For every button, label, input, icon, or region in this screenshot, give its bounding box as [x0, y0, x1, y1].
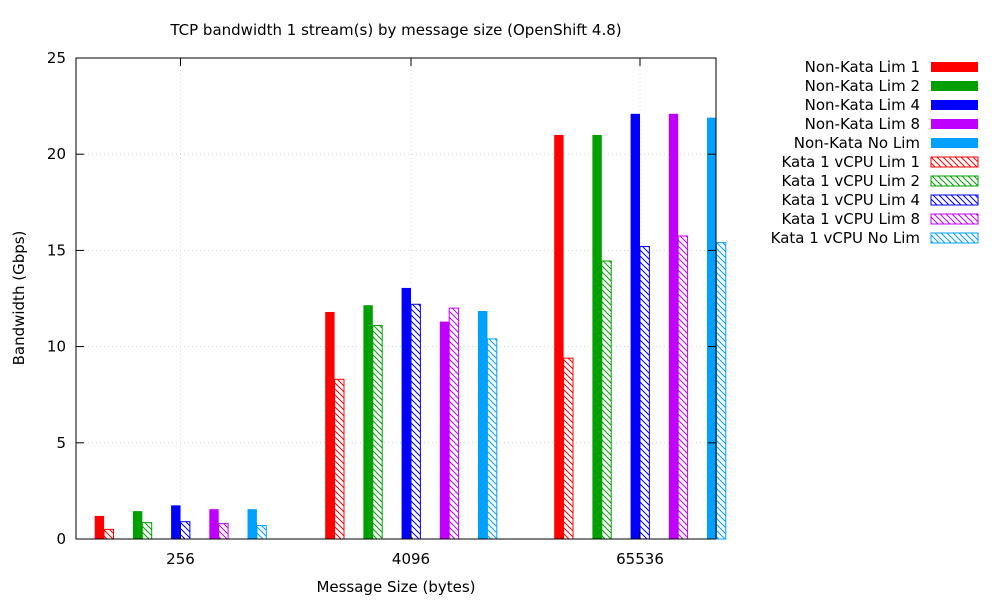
bar-4096-non-kata-lim-1 [325, 311, 335, 539]
y-axis: 0 5 10 15 20 25 [47, 49, 716, 548]
bar-65536-non-kata-lim-4 [630, 113, 640, 540]
y-tick-label: 0 [56, 530, 66, 548]
y-tick-label: 10 [47, 338, 66, 356]
legend-swatch [931, 100, 978, 110]
bar-4096-kata-1-vcpu-lim-1 [334, 378, 345, 540]
chart-title: TCP bandwidth 1 stream(s) by message siz… [169, 21, 621, 39]
x-tick-label: 65536 [616, 550, 664, 568]
x-tick-label: 256 [166, 550, 195, 568]
legend-swatch [930, 175, 979, 187]
legend-label: Kata 1 vCPU Lim 1 [781, 153, 920, 171]
bar-256-kata-1-vcpu-lim-2 [141, 522, 153, 540]
bar-256-non-kata-lim-8 [209, 509, 219, 539]
x-axis: 256 4096 65536 [166, 58, 664, 568]
legend-swatch [931, 62, 978, 72]
bar-65536-non-kata-lim-2 [592, 134, 602, 539]
bars [94, 113, 727, 540]
bar-65536-kata-1-vcpu-no-lim [715, 242, 727, 540]
legend-label: Non-Kata Lim 2 [805, 77, 920, 95]
legend-swatch [931, 119, 978, 129]
bar-256-non-kata-lim-2 [132, 511, 143, 539]
bar-4096-kata-1-vcpu-lim-4 [410, 303, 421, 540]
bar-256-non-kata-lim-1 [94, 515, 105, 539]
bar-4096-kata-1-vcpu-lim-2 [372, 324, 383, 540]
bar-4096-kata-1-vcpu-no-lim [486, 338, 498, 540]
bar-4096-non-kata-lim-2 [363, 305, 373, 539]
bar-65536-kata-1-vcpu-lim-8 [677, 235, 689, 540]
legend-label: Non-Kata Lim 1 [805, 58, 920, 76]
bar-256-kata-1-vcpu-lim-4 [180, 521, 191, 540]
bar-65536-non-kata-lim-1 [554, 134, 564, 539]
y-tick-label: 5 [56, 434, 66, 452]
bar-4096-non-kata-lim-4 [401, 287, 411, 539]
y-tick-label: 20 [47, 145, 66, 163]
legend-swatch [930, 194, 979, 206]
y-tick-label: 15 [47, 241, 66, 259]
legend-swatch [931, 81, 978, 91]
bar-4096-non-kata-lim-8 [439, 321, 450, 539]
y-axis-label: Bandwidth (Gbps) [10, 231, 28, 366]
bar-65536-kata-1-vcpu-lim-4 [639, 246, 650, 540]
x-axis-label: Message Size (bytes) [316, 578, 475, 596]
x-tick-label: 4096 [392, 550, 430, 568]
legend-label: Kata 1 vCPU Lim 8 [781, 210, 920, 228]
legend-swatch [930, 232, 979, 244]
legend-swatch [931, 138, 978, 148]
y-tick-label: 25 [47, 49, 66, 67]
bar-65536-non-kata-lim-8 [668, 113, 679, 540]
legend-label: Kata 1 vCPU No Lim [771, 229, 920, 247]
bar-4096-kata-1-vcpu-lim-8 [448, 307, 460, 540]
legend-swatch [930, 156, 979, 168]
bar-256-kata-1-vcpu-no-lim [256, 525, 267, 540]
bar-256-kata-1-vcpu-lim-1 [103, 528, 114, 540]
bar-4096-non-kata-no-lim [478, 311, 488, 539]
legend-label: Non-Kata Lim 4 [805, 96, 920, 114]
bar-256-kata-1-vcpu-lim-8 [218, 523, 229, 540]
bar-256-non-kata-lim-4 [171, 505, 181, 539]
legend-label: Kata 1 vCPU Lim 2 [781, 172, 920, 190]
bar-65536-kata-1-vcpu-lim-1 [563, 357, 574, 540]
legend-label: Non-Kata Lim 8 [805, 115, 920, 133]
legend-label: Kata 1 vCPU Lim 4 [781, 191, 920, 209]
bar-65536-non-kata-no-lim [707, 117, 717, 539]
grid-lines [76, 58, 716, 539]
legend-label: Non-Kata No Lim [794, 134, 920, 152]
bar-256-non-kata-no-lim [247, 509, 257, 539]
bar-65536-kata-1-vcpu-lim-2 [601, 260, 612, 540]
plot-frame [75, 57, 717, 540]
legend-swatch [930, 213, 979, 225]
